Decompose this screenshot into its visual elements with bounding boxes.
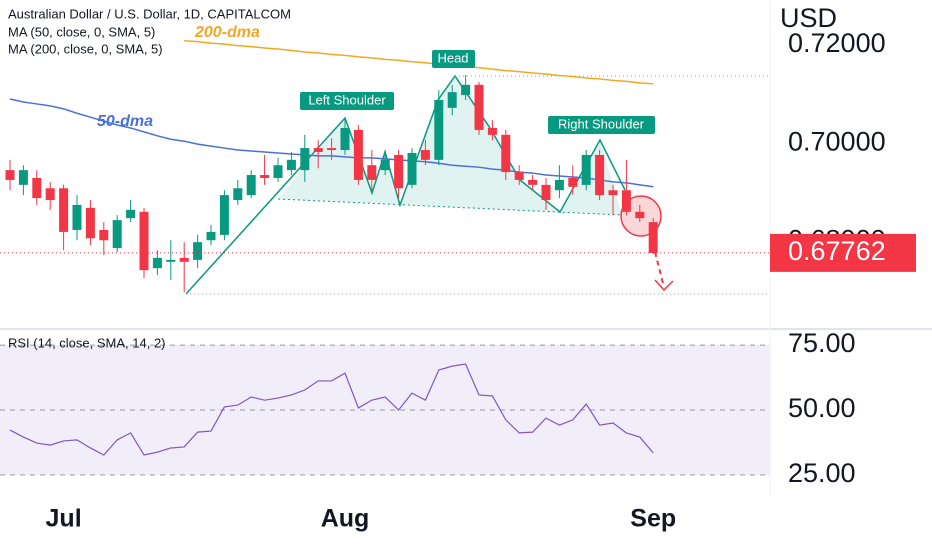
y-tick-label: 0.72000 xyxy=(788,28,886,58)
candle-body xyxy=(541,184,551,201)
x-tick-label: Aug xyxy=(321,505,370,533)
candle-body xyxy=(286,159,296,171)
rsi-title: RSI (14, close, SMA, 14, 2) xyxy=(8,335,166,350)
pattern-fill xyxy=(278,76,622,215)
pattern-label: Left Shoulder xyxy=(308,92,386,107)
last-price-box xyxy=(770,233,916,272)
last-price-label: 0.67762 xyxy=(788,236,886,266)
y-tick-label: 0.70000 xyxy=(788,126,886,156)
plot: 0.720000.700000.68000JulAugSep0.6776275.… xyxy=(0,28,916,533)
candle-body xyxy=(45,188,55,201)
candle-body xyxy=(648,222,658,253)
candle-body xyxy=(407,152,417,185)
tag-box xyxy=(300,92,394,110)
candle-body xyxy=(528,179,538,185)
candle-body xyxy=(635,211,645,219)
candle-body xyxy=(327,148,337,151)
x-tick-label: Sep xyxy=(630,505,676,533)
candle-body xyxy=(367,165,377,180)
candle-body xyxy=(340,127,350,151)
arrow-shaft xyxy=(654,251,665,288)
candle-body xyxy=(72,204,82,230)
candle-body xyxy=(5,170,15,180)
candle-body xyxy=(99,229,109,241)
candle-body xyxy=(32,177,42,199)
rsi-pane xyxy=(0,344,770,476)
candle-body xyxy=(300,148,310,171)
candle-body xyxy=(112,220,122,249)
candle-body xyxy=(514,172,524,180)
candle-body xyxy=(501,134,511,173)
unit-label: USD xyxy=(780,3,837,33)
candle-body xyxy=(260,175,270,178)
tag-box xyxy=(548,116,655,134)
candle-body xyxy=(608,190,618,196)
candle-body xyxy=(461,84,471,96)
pattern-label: Head xyxy=(437,50,468,65)
neckline xyxy=(277,198,623,216)
candle-body xyxy=(554,179,564,191)
candle-body xyxy=(179,257,189,262)
candle-body xyxy=(139,211,149,271)
candle-body xyxy=(85,207,95,239)
highlight-circle xyxy=(620,195,662,237)
candle-body xyxy=(568,177,578,187)
candle-body xyxy=(126,209,136,219)
candle-body xyxy=(447,92,457,108)
candle-body xyxy=(166,259,176,262)
pattern-line xyxy=(185,74,626,295)
candle-body xyxy=(474,84,484,130)
rsi-line xyxy=(9,363,654,456)
candle-body xyxy=(59,188,69,232)
candle-body xyxy=(353,129,363,180)
candle-body xyxy=(18,170,28,185)
candle-body xyxy=(487,127,497,135)
ma-label: 200-dma xyxy=(194,24,260,41)
candle-body xyxy=(394,154,404,189)
candle-body xyxy=(193,242,203,260)
ma-label: 50-dma xyxy=(97,113,153,130)
pattern-label: Right Shoulder xyxy=(558,116,645,131)
candle-body xyxy=(420,150,430,160)
y-tick-label: 25.00 xyxy=(788,458,856,488)
candle-body xyxy=(206,231,216,241)
candle-body xyxy=(380,159,390,171)
candle-body xyxy=(621,190,631,212)
candle-body xyxy=(246,175,256,196)
legend-entry: MA (200, close, 0, SMA, 5) xyxy=(8,41,163,56)
candle-body xyxy=(313,148,323,152)
x-tick-label: Jul xyxy=(46,505,82,533)
candle-body xyxy=(219,195,229,235)
candle-body xyxy=(581,154,591,185)
legend-entry: MA (50, close, 0, SMA, 5) xyxy=(8,24,155,39)
ma-line xyxy=(184,39,654,85)
candle-body xyxy=(233,188,243,201)
tag-box xyxy=(432,50,475,68)
chart-title: Australian Dollar / U.S. Dollar, 1D, CAP… xyxy=(8,6,291,21)
candle-body xyxy=(152,257,162,269)
y-tick-label: 50.00 xyxy=(788,393,856,423)
candle-body xyxy=(273,165,283,178)
arrow-head xyxy=(654,279,674,292)
candle-body xyxy=(595,154,605,196)
candle-body xyxy=(434,100,444,160)
y-tick-label: 75.00 xyxy=(788,328,856,358)
